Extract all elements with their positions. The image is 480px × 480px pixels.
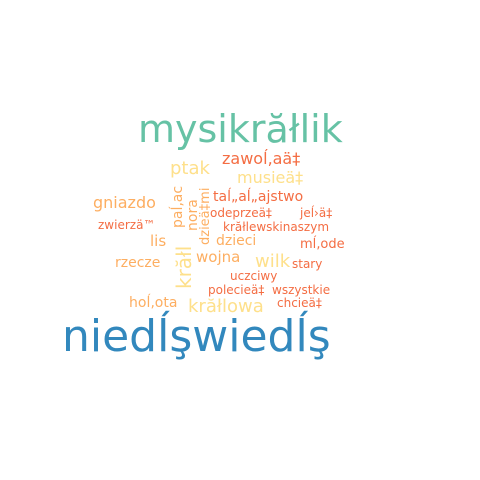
word-odeprzec: odeprzeä‡ — [210, 206, 272, 220]
word-gniazdo: gniazdo — [93, 193, 156, 212]
word-krol: krăłl — [172, 245, 196, 289]
word-palac: paĺ‚ac — [170, 185, 186, 228]
word-lis: lis — [150, 232, 167, 250]
word-krolewskinaszym: krăłlewskinaszym — [223, 220, 330, 234]
word-chciec: chcieä‡ — [277, 296, 322, 310]
word-krolowa: krăłlowa — [188, 296, 264, 317]
word-uczciwy: uczciwy — [230, 269, 278, 283]
word-dzieci: dzieci — [216, 233, 257, 249]
word-zwierze: zwierzä™ — [98, 218, 156, 232]
word-stary: stary — [292, 257, 323, 271]
word-wilk: wilk — [255, 251, 291, 272]
word-wszystkie: wszystkie — [272, 283, 331, 297]
word-mlode: mĺ‚ode — [300, 237, 345, 252]
word-holota: hoĺ‚ota — [129, 295, 178, 311]
word-jesc: jeĺ›ä‡ — [300, 206, 333, 220]
word-musiec: musieä‡ — [237, 168, 304, 187]
word-mysikrolik: mysikrăłlik — [138, 107, 343, 151]
word-wojna: wojna — [196, 248, 241, 266]
word-zawolac: zawoĺ‚aä‡ — [222, 149, 301, 168]
word-niedzwiedz: niedĺşwiedĺş — [62, 311, 331, 362]
word-ptak: ptak — [170, 158, 210, 179]
word-poleciec: polecieä‡ — [208, 283, 265, 297]
word-rzecze: rzecze — [115, 255, 161, 271]
word-tanajstwo: taĺ„aĺ„ajstwo — [213, 189, 304, 205]
